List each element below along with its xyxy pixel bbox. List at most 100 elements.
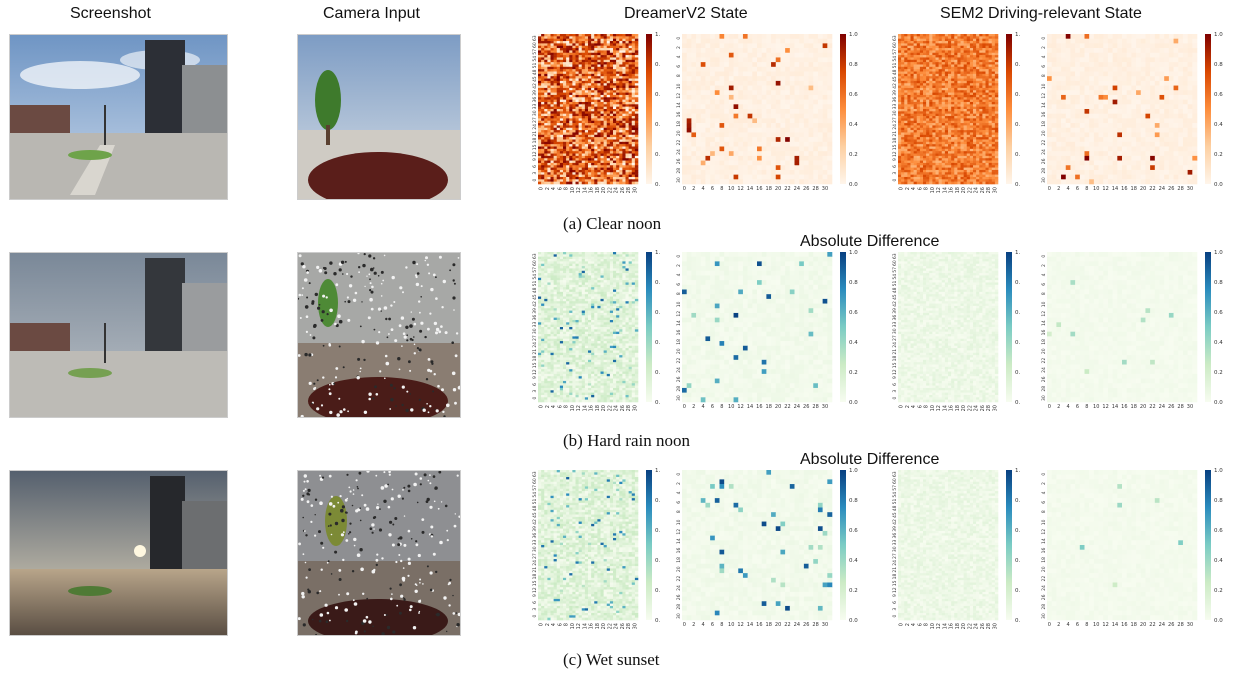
heatmap-cell [780,174,786,180]
heatmap-cell [898,83,902,86]
rain-drop [330,573,333,575]
heatmap-cell [606,146,611,150]
rain-drop [372,267,375,269]
heatmap-cell [822,104,828,110]
heatmap-cell [923,43,927,47]
heatmap-cell [631,116,636,119]
heatmap-cell [733,66,739,72]
heatmap-cell [569,34,573,37]
heatmap-cell [985,80,989,84]
heatmap-cell [747,48,753,54]
heatmap-cell [569,141,573,145]
heatmap-cell [600,111,604,114]
heatmap-cell [600,127,604,131]
heatmap-cell [597,127,601,131]
heatmap-cell [705,34,711,39]
heatmap-cell [696,90,702,96]
heatmap-cell [578,139,583,143]
rain-drop [452,263,456,267]
heatmap-cell [613,179,617,182]
heatmap-cell [578,101,583,105]
heatmap-cell [714,132,720,138]
heatmap-cell [817,165,823,171]
heatmap-cell [682,80,687,86]
heatmap-cell [575,176,579,180]
heatmap-cell [578,153,583,157]
heatmap-cell [619,151,623,154]
heatmap-cell [622,41,626,44]
heatmap-cell [594,144,598,147]
heatmap-cell [944,52,949,56]
heatmap-cell [944,43,949,47]
heatmap-cell [898,59,902,63]
heatmap-cell [904,92,908,96]
heatmap-cell [794,104,800,110]
header-dreamer-state: DreamerV2 State [624,5,748,22]
heatmap-cell [619,36,623,39]
heatmap-cell [550,155,554,159]
heatmap-cell [714,99,720,105]
heatmap-cell [581,146,586,150]
heatmap-cell [991,116,996,119]
heatmap-cell [550,52,554,56]
heatmap-cell [616,181,620,185]
heatmap-cell [606,165,611,168]
heatmap-cell [808,118,814,124]
heatmap-cell [705,62,711,68]
heatmap-cell [622,176,626,180]
heatmap-cell [724,52,730,58]
rain-drop [329,308,333,313]
heatmap-cell [954,57,958,61]
heatmap-cell [584,64,589,68]
heatmap-cell [597,113,601,117]
heatmap-cell [538,174,542,178]
heatmap-cell [559,71,564,75]
heatmap-cell [575,130,579,133]
heatmap-cell [631,169,636,173]
heatmap-cell [584,176,589,180]
rain-drop [437,384,440,388]
rain-drop [386,336,389,339]
heatmap-cell [541,125,545,129]
heatmap-cell [738,151,744,157]
rain-drop [362,592,365,595]
heatmap-cell [609,181,614,185]
heatmap-cell [923,57,927,61]
heatmap-cell [710,127,716,133]
heatmap-cell [578,144,583,147]
heatmap-cell [634,176,639,180]
heatmap-cell [591,144,595,147]
heatmap-cell [563,57,567,61]
heatmap-cell [976,62,980,65]
heatmap-cell [789,132,795,138]
heatmap-cell [591,50,595,54]
heatmap-cell [799,151,805,157]
heatmap-cell [541,181,545,185]
heatmap-cell [559,101,564,105]
heatmap-cell [916,57,921,61]
heatmap-cell [696,169,702,175]
rain-drop [348,533,350,535]
heatmap-cell [963,106,968,110]
heatmap-cell [710,62,716,68]
heatmap-cell [634,80,639,84]
heatmap-cell [757,85,762,91]
heatmap-cell [544,155,548,159]
heatmap-cell [634,134,639,138]
heatmap-cell [969,78,974,82]
heatmap-cell [817,85,823,91]
heatmap-cell [628,69,633,72]
heatmap-cell [553,64,558,68]
heatmap-cell [700,71,706,77]
heatmap-cell [822,66,828,72]
heatmap-cell [719,104,725,110]
heatmap-cell [944,116,949,119]
heatmap-cell [572,125,576,129]
heatmap-cell [569,41,573,44]
heatmap-cell [572,127,576,131]
heatmap-cell [941,87,946,91]
heatmap-cell [556,130,561,133]
heatmap-cell [898,76,902,79]
heatmap-cell [901,127,905,131]
heatmap-cell [584,34,589,37]
